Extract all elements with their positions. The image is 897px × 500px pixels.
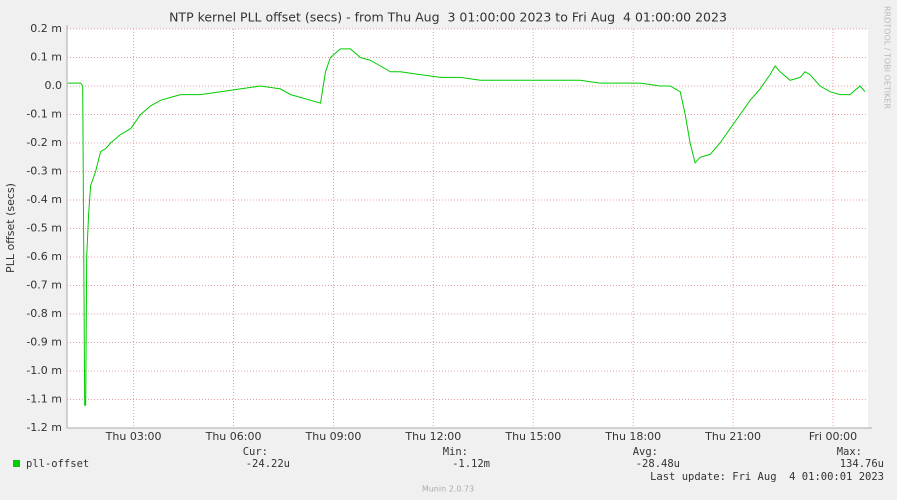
y-tick-label: -1.2 m xyxy=(26,421,62,434)
y-tick-label: -0.6 m xyxy=(26,250,62,263)
chart-title: NTP kernel PLL offset (secs) - from Thu … xyxy=(169,10,727,25)
stat-label: Avg: xyxy=(633,446,658,458)
plot-area xyxy=(67,29,868,428)
legend-label: pll-offset xyxy=(26,458,89,470)
stat-value: -24.22u xyxy=(246,458,290,470)
footer: Munin 2.0.73 xyxy=(422,485,474,494)
y-tick-label: -1.1 m xyxy=(26,393,62,406)
x-tick-label: Thu 12:00 xyxy=(404,430,461,443)
y-tick-label: 0.1 m xyxy=(30,51,62,64)
y-tick-label: -0.5 m xyxy=(26,222,62,235)
x-tick-label: Thu 09:00 xyxy=(305,430,362,443)
y-tick-label: -0.9 m xyxy=(26,336,62,349)
stat-value: -1.12m xyxy=(452,458,490,470)
x-tick-label: Thu 18:00 xyxy=(604,430,661,443)
stat-label: Cur: xyxy=(243,446,268,458)
y-axis-label: PLL offset (secs) xyxy=(4,183,17,273)
side-label: RRDTOOL / TOBI OETIKER xyxy=(883,6,892,109)
y-tick-label: -0.2 m xyxy=(26,136,62,149)
y-tick-label: -0.4 m xyxy=(26,193,62,206)
y-tick-label: 0.0 xyxy=(45,79,63,92)
x-tick-label: Thu 03:00 xyxy=(105,430,162,443)
x-tick-label: Fri 00:00 xyxy=(809,430,857,443)
y-tick-label: -0.7 m xyxy=(26,279,62,292)
stat-value: 134.76u xyxy=(840,458,884,470)
y-tick-label: -0.8 m xyxy=(26,307,62,320)
data-line xyxy=(67,48,866,406)
y-tick-label: -1.0 m xyxy=(26,364,62,377)
stat-label: Min: xyxy=(443,446,468,458)
stat-value: -28.48u xyxy=(636,458,680,470)
x-tick-label: Thu 06:00 xyxy=(205,430,262,443)
last-update: Last update: Fri Aug 4 01:00:01 2023 xyxy=(650,471,884,483)
x-tick-label: Thu 21:00 xyxy=(704,430,761,443)
x-tick-label: Thu 15:00 xyxy=(504,430,561,443)
legend-swatch xyxy=(13,460,20,467)
y-tick-label: -0.1 m xyxy=(26,108,62,121)
stat-label: Max: xyxy=(837,446,862,458)
y-tick-label: -0.3 m xyxy=(26,165,62,178)
y-tick-label: 0.2 m xyxy=(30,22,62,35)
